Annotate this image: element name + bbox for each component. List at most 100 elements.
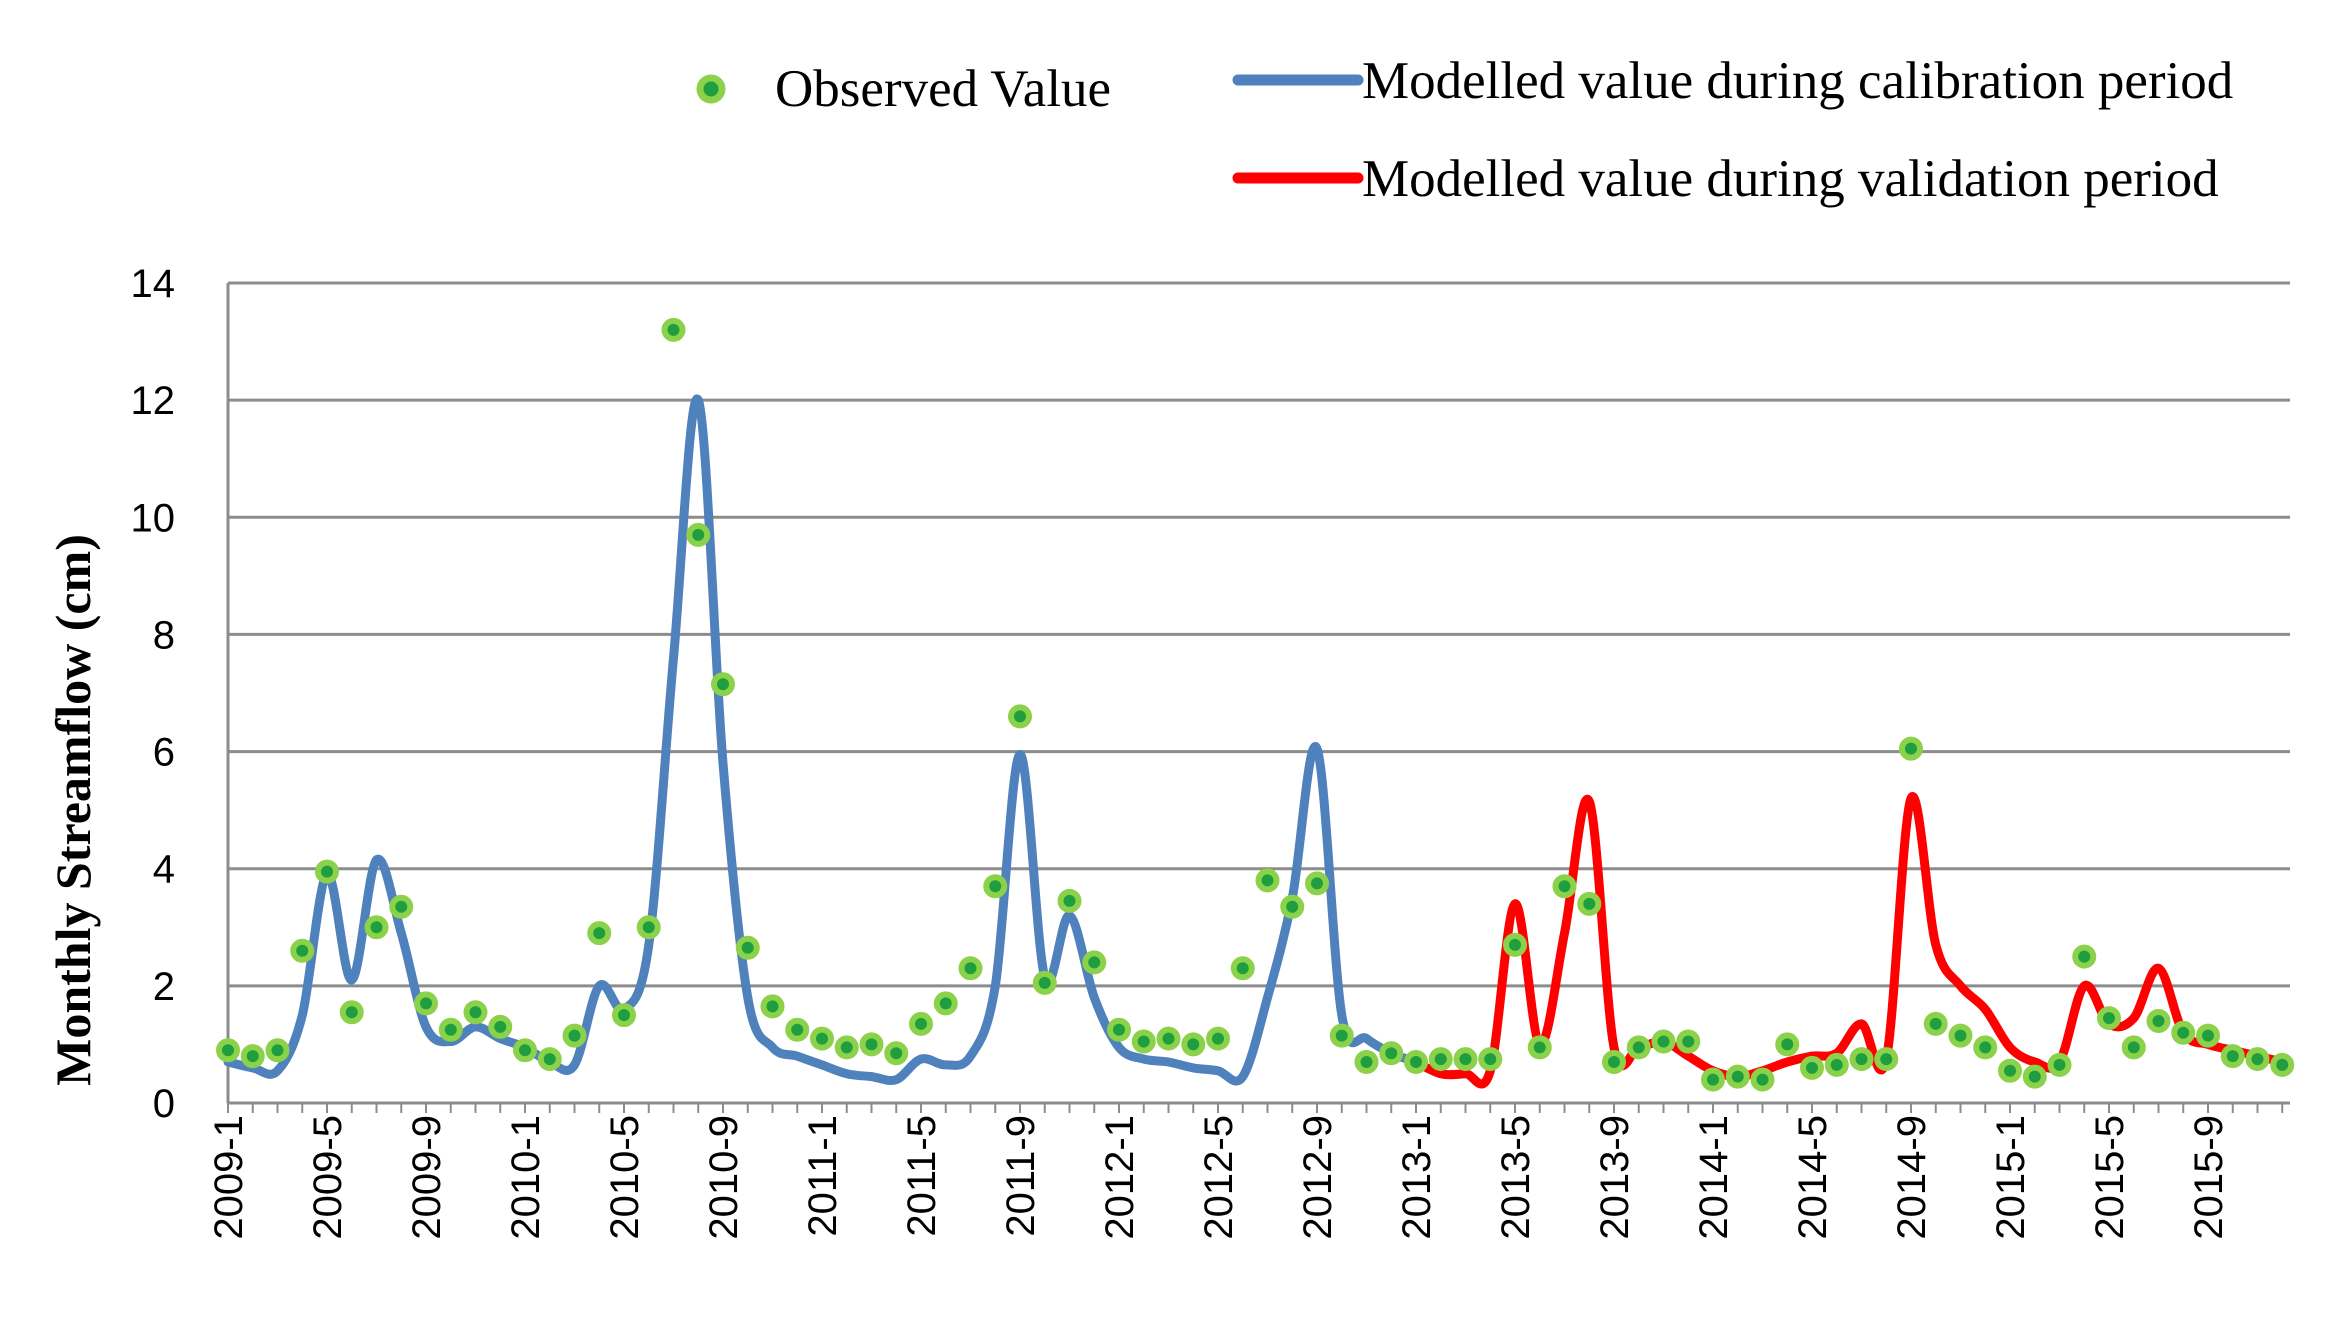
x-tick-labels: 2009-1 2009-5 2009-9 2010-1 2010-5 2010-9 2011… <box>207 1103 2284 1240</box>
x-tick-label: 2011-1 <box>801 1115 845 1237</box>
x-tick-label: 2009-9 <box>405 1115 449 1240</box>
observed-point <box>1701 1067 1725 1092</box>
x-tick-label: 2013-1 <box>1395 1115 1439 1240</box>
observed-point <box>1626 1035 1651 1060</box>
observed-point <box>1131 1029 1156 1054</box>
x-tick-label: 2011-9 <box>999 1115 1043 1237</box>
x-tick-label: 2011-5 <box>900 1115 944 1237</box>
x-tick-label: 2015-5 <box>2088 1115 2132 1240</box>
observed-point <box>1255 868 1280 893</box>
y-tick-label: 10 <box>131 496 176 540</box>
y-tick-label: 8 <box>153 613 175 657</box>
observed-point <box>1676 1029 1701 1054</box>
observed-point <box>760 994 785 1019</box>
observed-point <box>1107 1017 1131 1042</box>
observed-point <box>1899 736 1923 761</box>
x-tick-label: 2015-9 <box>2187 1115 2231 1240</box>
observed-point <box>810 1026 834 1051</box>
axes <box>226 283 2290 1105</box>
x-tick-label: 2010-1 <box>504 1115 548 1240</box>
y-axis-label: Monthly Streamflow (cm) <box>45 534 101 1086</box>
observed-point <box>1849 1047 1874 1072</box>
observed-point <box>1057 888 1082 913</box>
observed-point <box>933 991 958 1016</box>
observed-point <box>488 1014 513 1039</box>
y-tick-label: 0 <box>153 1082 175 1126</box>
observed-point <box>1998 1058 2022 1083</box>
observed-point <box>2146 1009 2171 1033</box>
observed-point <box>315 859 339 884</box>
observed-point <box>1305 871 1329 896</box>
x-tick-label: 2009-1 <box>207 1115 251 1240</box>
observed-point <box>537 1047 562 1072</box>
x-tick-label: 2012-1 <box>1098 1115 1142 1240</box>
x-tick-label: 2010-5 <box>603 1115 647 1240</box>
observed-point <box>1156 1026 1181 1051</box>
observed-points <box>216 317 2295 1092</box>
observed-point <box>587 921 612 946</box>
x-tick-label: 2014-9 <box>1890 1115 1934 1240</box>
observed-point <box>1602 1050 1626 1074</box>
observed-point <box>884 1041 909 1066</box>
observed-point <box>1651 1029 1676 1054</box>
y-tick-label: 14 <box>131 262 176 306</box>
observed-point <box>364 915 389 940</box>
observed-point <box>1478 1047 1503 1072</box>
observed-point <box>339 1000 364 1025</box>
legend-entry-observed: Observed Value <box>696 60 1111 118</box>
observed-point <box>1082 950 1107 975</box>
observed-point <box>216 1038 240 1063</box>
observed-point <box>834 1035 859 1060</box>
observed-point <box>265 1038 290 1063</box>
series-lines <box>223 394 2287 1089</box>
observed-point <box>1725 1064 1750 1089</box>
observed-point <box>1527 1035 1552 1060</box>
x-tick-label: 2009-5 <box>306 1115 350 1240</box>
y-tick-label: 6 <box>153 731 175 775</box>
x-tick-label: 2014-5 <box>1791 1115 1835 1240</box>
observed-point <box>2121 1035 2146 1060</box>
x-tick-label: 2013-5 <box>1494 1115 1538 1240</box>
observed-point <box>909 1011 933 1036</box>
legend-validation-label: Modelled value during validation period <box>1362 150 2219 208</box>
observed-point <box>240 1044 265 1069</box>
legend-entry-validation: Modelled value during validation period <box>1232 150 2219 208</box>
y-tick-label: 12 <box>131 379 176 423</box>
observed-point <box>1206 1026 1230 1051</box>
observed-point <box>1008 704 1032 729</box>
observed-point <box>513 1038 537 1063</box>
y-tick-label: 4 <box>153 848 175 892</box>
legend-observed-marker <box>696 74 726 104</box>
observed-point <box>389 894 414 919</box>
observed-point <box>1329 1023 1354 1048</box>
calibration-series-line <box>223 394 1421 1086</box>
observed-point <box>1230 956 1255 981</box>
observed-point <box>711 672 735 697</box>
observed-point <box>2220 1044 2245 1069</box>
x-tick-label: 2012-5 <box>1197 1115 1241 1240</box>
observed-point <box>1948 1023 1973 1048</box>
y-tick-label: 2 <box>153 965 175 1009</box>
legend-observed-label: Observed Value <box>775 60 1111 118</box>
observed-point <box>1775 1032 1800 1057</box>
observed-point <box>1280 894 1305 919</box>
observed-point <box>735 935 760 960</box>
y-tick-labels: 0 2 4 6 8 10 12 14 <box>131 262 176 1126</box>
legend: Observed Value Modelled value during cal… <box>696 52 2233 208</box>
observed-point <box>438 1017 463 1042</box>
observed-point <box>1800 1055 1824 1080</box>
observed-point <box>612 1003 636 1028</box>
observed-point <box>2097 1006 2121 1031</box>
observed-point <box>1750 1067 1775 1092</box>
observed-point <box>636 915 661 940</box>
observed-point <box>1404 1050 1428 1074</box>
observed-point <box>2245 1047 2270 1072</box>
observed-point <box>1552 874 1577 899</box>
observed-point <box>1181 1032 1206 1057</box>
observed-point <box>859 1032 884 1057</box>
legend-entry-calibration: Modelled value during calibration period <box>1232 52 2233 110</box>
observed-point <box>785 1017 810 1042</box>
gridlines <box>228 281 2290 988</box>
x-tick-label: 2015-1 <box>1989 1115 2033 1240</box>
